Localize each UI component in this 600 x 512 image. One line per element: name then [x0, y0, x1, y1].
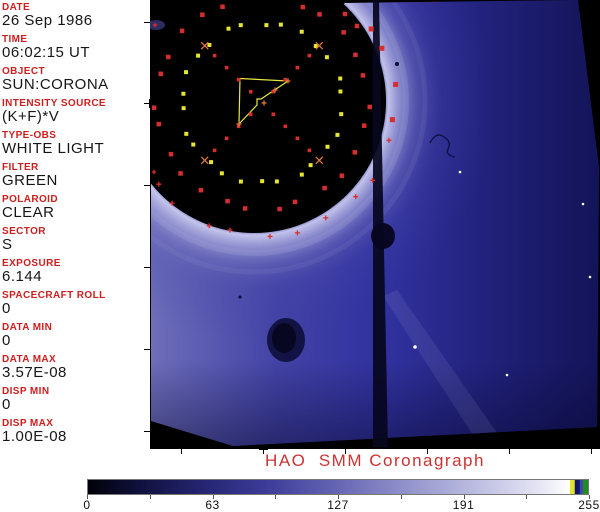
dark-speck — [395, 62, 399, 66]
field-value: 6.144 — [2, 268, 43, 285]
light-streak — [383, 290, 502, 446]
axis-tick-bottom — [181, 449, 182, 454]
field-value: (K+F)*V — [2, 108, 60, 125]
axis-tick-bottom — [345, 449, 346, 454]
metadata-field-object: OBJECT SUN:CORONA — [2, 66, 150, 93]
sun-center-cross-left — [149, 99, 150, 108]
dark-speck — [238, 295, 242, 299]
field-label: EXPOSURE — [2, 258, 61, 269]
field-value: 06:02:15 UT — [2, 44, 91, 61]
edge-smudge-artifact — [150, 20, 165, 30]
colorbar-tick — [526, 495, 528, 499]
field-value: 1.00E-08 — [2, 428, 67, 445]
colorbar-tick-label: 127 — [327, 498, 349, 512]
field-value: CLEAR — [2, 204, 55, 221]
colorbar-labels: 0 63 127 191 255 — [83, 498, 599, 512]
field-label: DISP MIN — [2, 386, 50, 397]
dust-blob-core — [272, 323, 296, 353]
field-value: 0 — [2, 396, 11, 413]
caption-title: HAO SMM Coronagraph — [265, 451, 485, 470]
field-label: DISP MAX — [2, 418, 54, 429]
metadata-sidebar: DATE 26 Sep 1986 TIME 06:02:15 UT OBJECT… — [0, 0, 150, 455]
axis-tick-left — [144, 185, 150, 186]
axis-tick-left — [144, 431, 150, 432]
colorbar-gradient — [87, 479, 589, 495]
colorbar-tick — [463, 495, 465, 499]
metadata-field-data-max: DATA MAX 3.57E-08 — [2, 354, 150, 381]
colorbar-tick — [149, 495, 151, 499]
field-value: 3.57E-08 — [2, 364, 67, 381]
axis-tick-left — [144, 267, 150, 268]
pylon-occulter-ball — [371, 223, 395, 249]
field-label: TIME — [2, 34, 28, 45]
colorbar-tick-label: 63 — [205, 498, 220, 512]
metadata-field-intensity-source: INTENSITY SOURCE (K+F)*V — [2, 98, 150, 125]
colorbar-tick-label: 0 — [83, 498, 91, 512]
field-value: WHITE LIGHT — [2, 140, 105, 157]
field-value: SUN:CORONA — [2, 76, 109, 93]
metadata-field-date: DATE 26 Sep 1986 — [2, 2, 150, 29]
colorbar-tick — [400, 495, 402, 499]
field-label: DATE — [2, 2, 31, 13]
colorbar-tick-label: 191 — [452, 498, 475, 512]
metadata-field-spacecraft-roll: SPACECRAFT ROLL 0 — [2, 290, 150, 317]
field-label: INTENSITY SOURCE — [2, 98, 107, 109]
colorbar-ticks — [87, 495, 590, 500]
field-label: FILTER — [2, 162, 39, 173]
metadata-field-sector: SECTOR S — [2, 226, 150, 253]
field-label: SPACECRAFT ROLL — [2, 290, 106, 301]
metadata-field-polaroid: POLAROID CLEAR — [2, 194, 150, 221]
coronagraph-canvas[interactable] — [150, 0, 600, 448]
field-value: 26 Sep 1986 — [2, 12, 93, 29]
field-label: TYPE-OBS — [2, 130, 57, 141]
field-value: 0 — [2, 300, 11, 317]
metadata-field-filter: FILTER GREEN — [2, 162, 150, 189]
field-label: DATA MAX — [2, 354, 57, 365]
colorbar-tick — [338, 495, 339, 499]
image-bottom-edge — [150, 447, 600, 449]
axis-tick-bottom — [509, 449, 510, 454]
metadata-field-time: TIME 06:02:15 UT — [2, 34, 150, 61]
metadata-field-type-obs: TYPE-OBS WHITE LIGHT — [2, 130, 150, 157]
field-label: SECTOR — [2, 226, 46, 237]
calibration-dots-layer — [151, 4, 399, 239]
axis-tick-bottom — [591, 449, 592, 454]
field-value: 0 — [2, 332, 11, 349]
axis-tick-left — [144, 349, 150, 350]
diffraction-arc-2 — [151, 0, 428, 275]
metadata-field-data-min: DATA MIN 0 — [2, 322, 150, 349]
field-label: OBJECT — [2, 66, 45, 77]
metadata-field-disp-min: DISP MIN 0 — [2, 386, 150, 413]
axis-tick-bottom — [427, 449, 428, 454]
colorbar-tick — [87, 495, 88, 499]
metadata-field-disp-max: DISP MAX 1.00E-08 — [2, 418, 150, 445]
colorbar-tick — [589, 495, 590, 499]
star-specks — [413, 170, 592, 377]
colorbar-tick — [212, 495, 214, 499]
sun-center-cross-bottom — [263, 445, 264, 454]
axis-tick-left — [144, 22, 150, 23]
squiggle-artifact — [429, 134, 456, 158]
field-value: GREEN — [2, 172, 58, 189]
diffraction-arc-1 — [151, 0, 409, 256]
field-value: S — [2, 236, 13, 253]
colorbar-tick-label: 255 — [578, 498, 600, 512]
metadata-field-exposure: EXPOSURE 6.144 — [2, 258, 150, 285]
colorbar-tick — [275, 495, 277, 499]
field-label: DATA MIN — [2, 322, 53, 333]
field-label: POLAROID — [2, 194, 58, 205]
